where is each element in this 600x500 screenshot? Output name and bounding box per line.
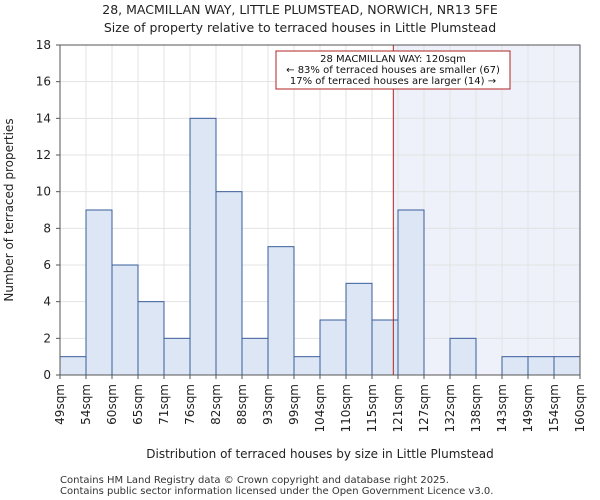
x-tick-label: 115sqm: [365, 384, 379, 432]
bar: [111, 264, 139, 376]
x-axis-ticks: 49sqm 54sqm 60sqm 65sqm 71sqm 76sqm 82sqm 88sqm…: [53, 375, 587, 432]
bar: [553, 356, 581, 376]
bar: [215, 191, 243, 376]
y-tick-label: 16: [36, 75, 51, 89]
x-tick-label: 127sqm: [417, 384, 431, 432]
x-tick-label: 76sqm: [183, 384, 197, 425]
y-tick-label: 8: [43, 221, 51, 235]
y-tick-label: 14: [36, 111, 51, 125]
x-tick-label: 104sqm: [313, 384, 327, 432]
bar: [501, 356, 529, 376]
y-axis-label: Number of terraced properties: [2, 118, 16, 301]
x-tick-label: 88sqm: [235, 384, 249, 425]
y-tick-label: 4: [43, 295, 51, 309]
y-axis-ticks: 0 2 4 6 8 10 12 14 16 18: [36, 38, 60, 382]
y-tick-label: 10: [36, 185, 51, 199]
bar: [293, 356, 321, 376]
x-tick-label: 149sqm: [521, 384, 535, 432]
x-tick-label: 138sqm: [469, 384, 483, 432]
x-tick-label: 143sqm: [495, 384, 509, 432]
y-tick-label: 12: [36, 148, 51, 162]
y-tick-label: 6: [43, 258, 51, 272]
x-tick-label: 60sqm: [105, 384, 119, 425]
y-tick-label: 2: [43, 331, 51, 345]
bar: [319, 319, 347, 376]
bar: [397, 209, 425, 376]
bar: [527, 356, 555, 376]
x-tick-label: 99sqm: [287, 384, 301, 425]
x-tick-label: 110sqm: [339, 384, 353, 432]
x-tick-label: 160sqm: [573, 384, 587, 432]
x-tick-label: 71sqm: [157, 384, 171, 425]
bar: [189, 117, 217, 376]
bar: [371, 319, 399, 376]
chart-subtitle: Size of property relative to terraced ho…: [104, 20, 496, 35]
bar: [345, 282, 373, 376]
annotation-line-smaller: ← 83% of terraced houses are smaller (67…: [286, 65, 500, 76]
bar: [267, 246, 295, 376]
annotation-line-property: 28 MACMILLAN WAY: 120sqm: [320, 54, 466, 65]
x-tick-label: 154sqm: [547, 384, 561, 432]
bars: [59, 117, 581, 376]
y-tick-label: 18: [36, 38, 51, 52]
bar: [137, 301, 165, 376]
chart-title: 28, MACMILLAN WAY, LITTLE PLUMSTEAD, NOR…: [102, 2, 498, 17]
bar: [449, 337, 477, 376]
x-axis-label: Distribution of terraced houses by size …: [146, 447, 493, 461]
bar: [241, 337, 269, 376]
x-tick-label: 65sqm: [131, 384, 145, 425]
x-tick-label: 49sqm: [53, 384, 67, 425]
footer-line-1: Contains HM Land Registry data © Crown c…: [60, 475, 449, 486]
x-tick-label: 93sqm: [261, 384, 275, 425]
annotation-box: [275, 50, 511, 90]
bar: [163, 337, 191, 376]
x-tick-label: 121sqm: [391, 384, 405, 432]
x-tick-label: 132sqm: [443, 384, 457, 432]
annotation-line-larger: 17% of terraced houses are larger (14) →: [290, 76, 496, 87]
bar: [85, 209, 113, 376]
x-tick-label: 82sqm: [209, 384, 223, 425]
footer-line-2: Contains public sector information licen…: [60, 486, 493, 497]
x-tick-label: 54sqm: [79, 384, 93, 425]
y-tick-label: 0: [43, 368, 51, 382]
annotation: 28 MACMILLAN WAY: 120sqm ← 83% of terrac…: [275, 50, 511, 90]
bar: [59, 356, 87, 376]
